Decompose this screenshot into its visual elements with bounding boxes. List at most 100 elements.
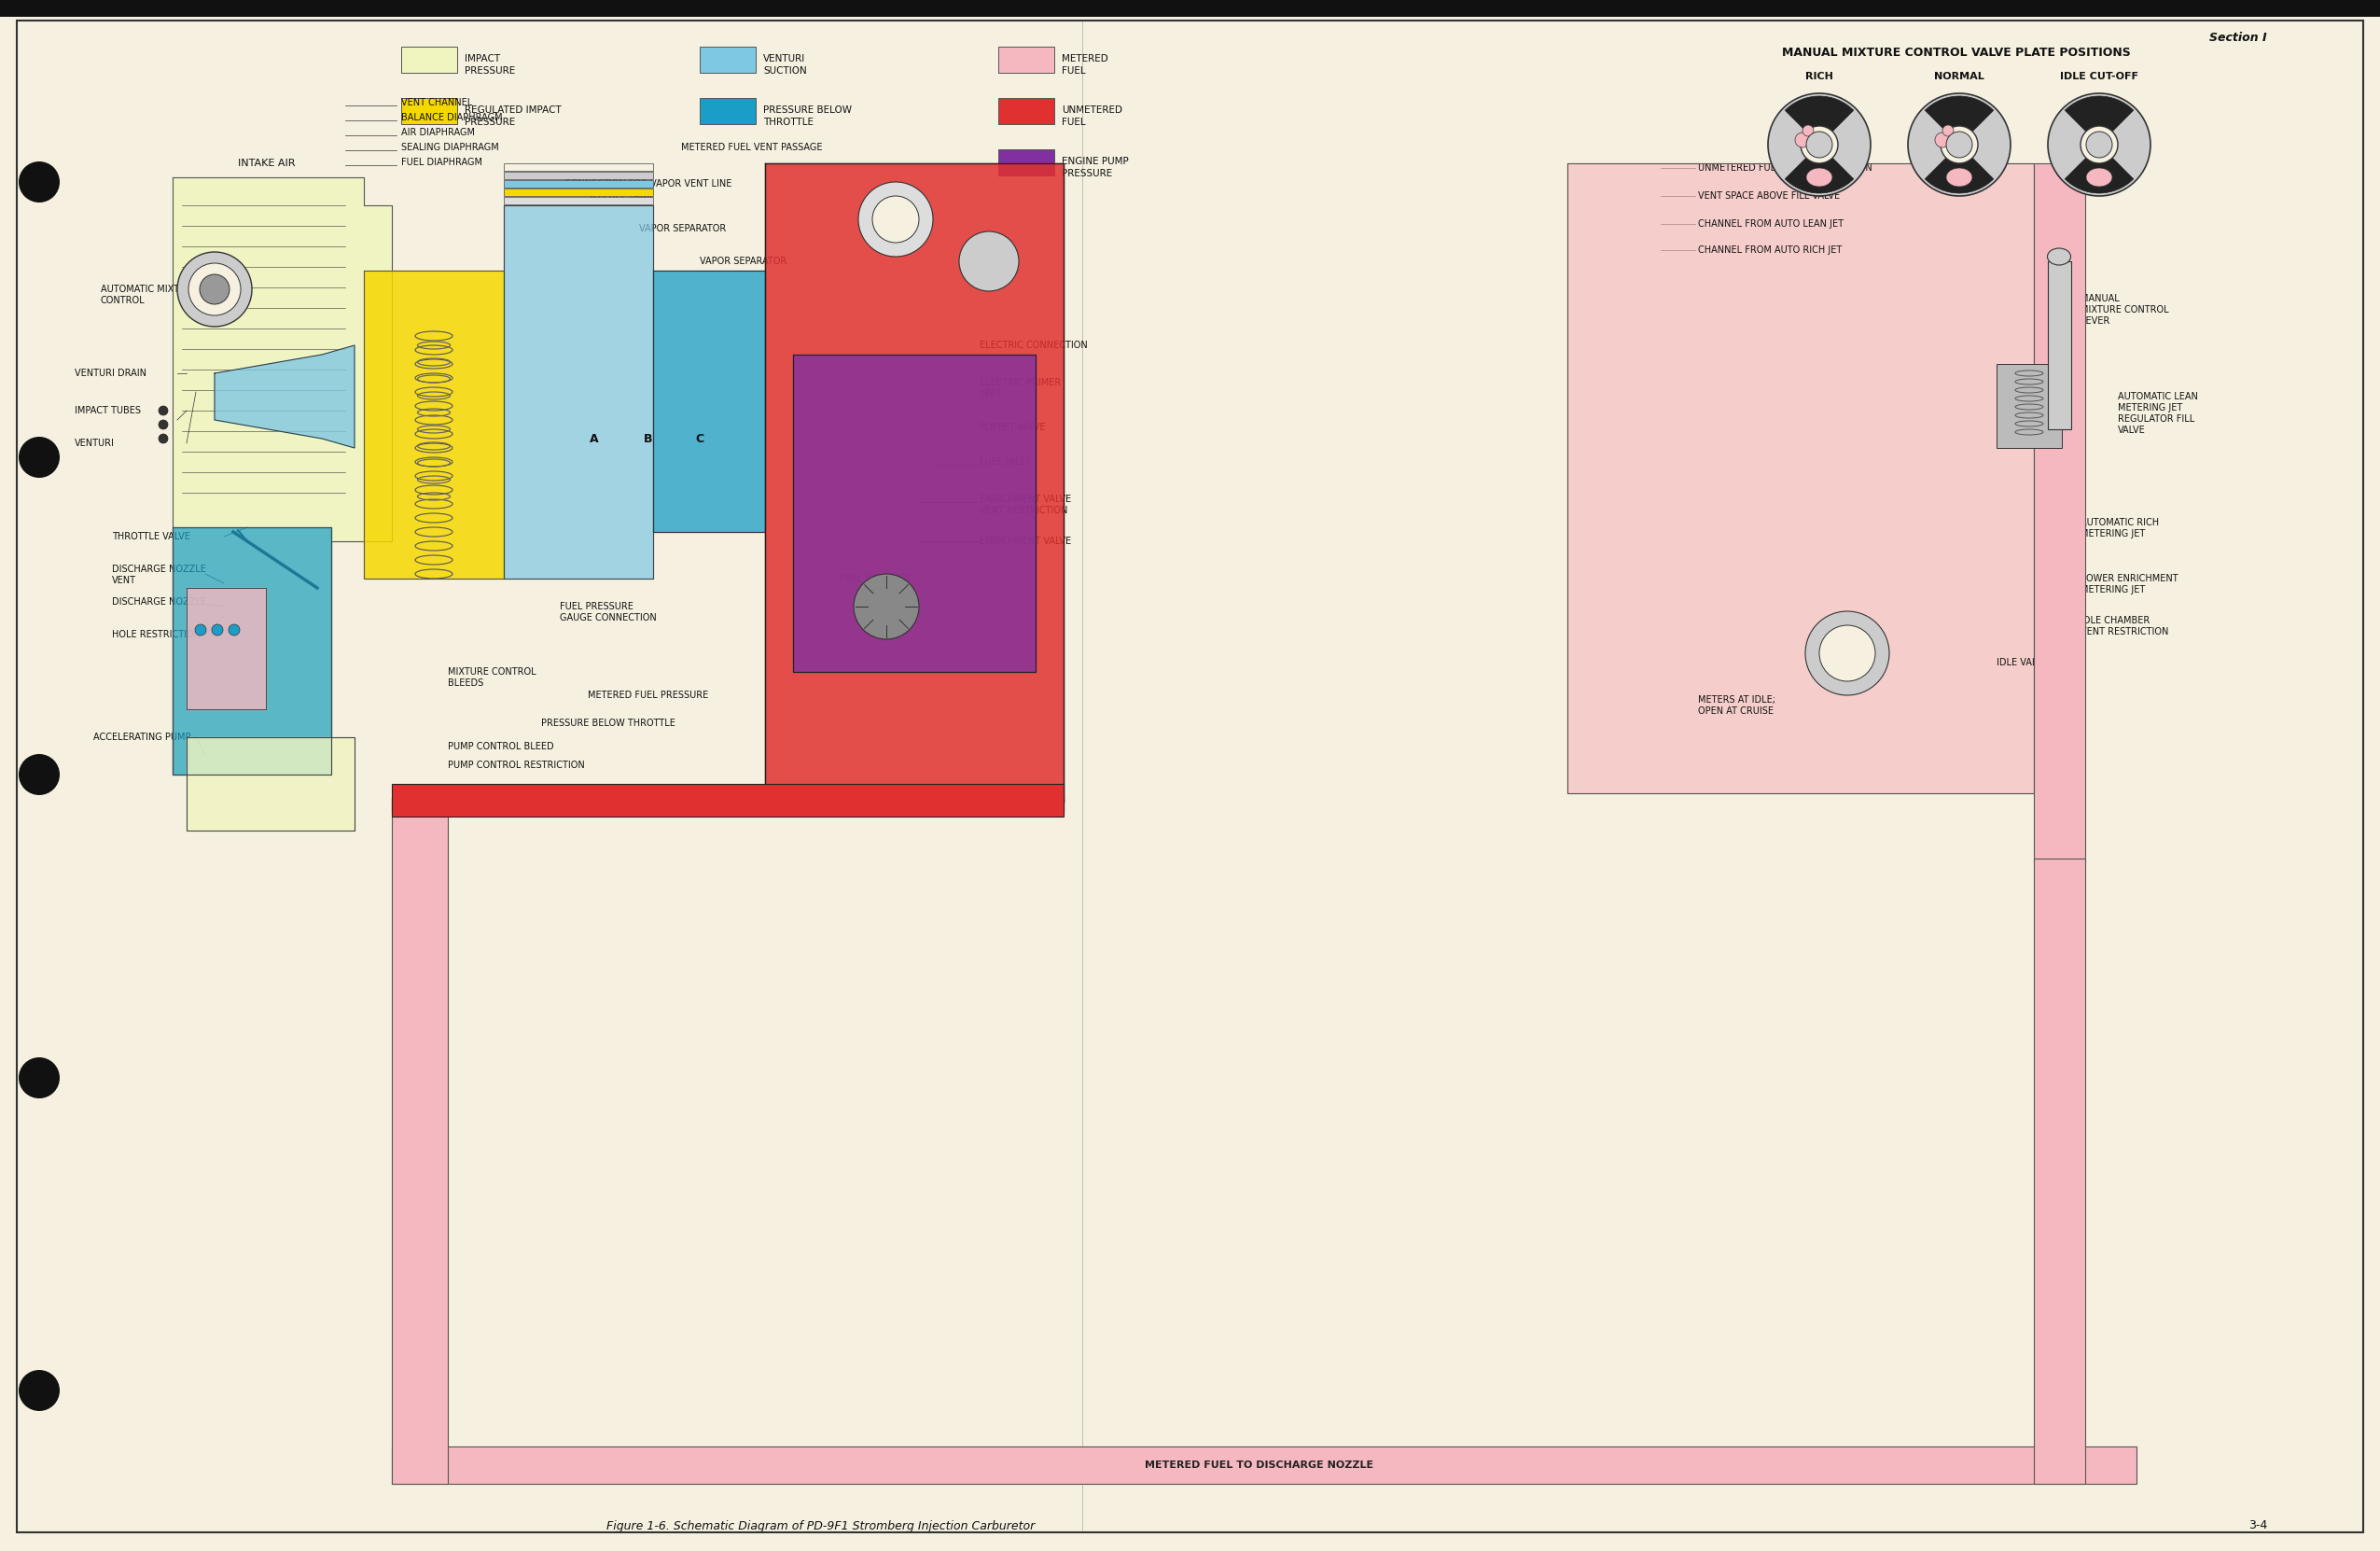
- Text: FUEL STRAINER: FUEL STRAINER: [840, 574, 912, 583]
- Circle shape: [1818, 625, 1875, 681]
- Circle shape: [2047, 93, 2152, 195]
- Text: ENGINE PUMP: ENGINE PUMP: [1061, 157, 1128, 166]
- Circle shape: [19, 437, 60, 478]
- Bar: [700, 47, 757, 73]
- Text: MANUAL: MANUAL: [2080, 295, 2121, 304]
- Polygon shape: [364, 270, 505, 579]
- Polygon shape: [174, 527, 331, 774]
- Bar: [402, 98, 457, 124]
- Circle shape: [1935, 132, 1949, 147]
- Text: PRESSURE: PRESSURE: [464, 118, 514, 127]
- Text: C: C: [695, 433, 704, 445]
- Text: PRESSURE: PRESSURE: [1061, 169, 1111, 178]
- Wedge shape: [1925, 96, 1994, 144]
- Polygon shape: [764, 163, 1064, 802]
- Text: PRESSURE BELOW: PRESSURE BELOW: [764, 105, 852, 115]
- Text: METERED: METERED: [1061, 54, 1109, 64]
- Text: IMPACT TUBES: IMPACT TUBES: [74, 406, 140, 416]
- Text: BLEEDS: BLEEDS: [447, 678, 483, 687]
- Text: METERING JET: METERING JET: [2080, 529, 2144, 538]
- Text: POPPET VALVE: POPPET VALVE: [981, 423, 1045, 433]
- Text: THROTTLE VALVE: THROTTLE VALVE: [112, 532, 190, 541]
- Text: SUCTION: SUCTION: [764, 67, 807, 76]
- Text: FUEL PRESSURE: FUEL PRESSURE: [559, 602, 633, 611]
- Text: PUMP CONTROL RESTRICTION: PUMP CONTROL RESTRICTION: [447, 760, 585, 769]
- Text: ENRICHMENT VALVE: ENRICHMENT VALVE: [981, 537, 1071, 546]
- Text: BALANCE DIAPHRAGM: BALANCE DIAPHRAGM: [402, 113, 502, 123]
- Circle shape: [1947, 132, 1973, 158]
- Text: THROTTLE: THROTTLE: [764, 118, 814, 127]
- Text: METERS AT IDLE;: METERS AT IDLE;: [1697, 695, 1775, 704]
- Text: RICH: RICH: [1806, 71, 1833, 81]
- Bar: [0, 0, 2380, 17]
- Text: AUTOMATIC MIXTURE: AUTOMATIC MIXTURE: [100, 285, 198, 295]
- Bar: [997, 98, 1054, 124]
- Wedge shape: [1785, 144, 1854, 194]
- Bar: [2047, 261, 2071, 430]
- Bar: [997, 47, 1054, 73]
- Circle shape: [1909, 93, 2011, 195]
- Circle shape: [19, 161, 60, 203]
- Text: CHANNEL FROM AUTO LEAN JET: CHANNEL FROM AUTO LEAN JET: [1697, 219, 1845, 228]
- Text: PRESSURE BELOW THROTTLE: PRESSURE BELOW THROTTLE: [540, 718, 676, 727]
- Circle shape: [228, 625, 240, 636]
- Text: ENRICHMENT VALVE: ENRICHMENT VALVE: [981, 495, 1071, 504]
- Text: UNMETERED FUEL TO JETS: UNMETERED FUEL TO JETS: [521, 796, 655, 805]
- Bar: [505, 163, 652, 171]
- Polygon shape: [505, 205, 652, 579]
- Text: VENTURI: VENTURI: [764, 54, 804, 64]
- Text: A: A: [590, 433, 600, 445]
- Text: ELECTRIC PRIMER: ELECTRIC PRIMER: [981, 378, 1061, 388]
- Text: IDLE CHAMBER: IDLE CHAMBER: [2080, 616, 2149, 625]
- Text: NORMAL: NORMAL: [1935, 71, 1985, 81]
- Text: CONTROL: CONTROL: [100, 296, 145, 306]
- Circle shape: [873, 195, 919, 242]
- Bar: [393, 1447, 2137, 1484]
- Text: UNMETERED FUEL VENT RESTRICTION: UNMETERED FUEL VENT RESTRICTION: [1697, 163, 1873, 172]
- Text: IDLE CUT-OFF: IDLE CUT-OFF: [2061, 71, 2137, 81]
- Bar: [402, 47, 457, 73]
- Text: METERED FUEL PRESSURE: METERED FUEL PRESSURE: [588, 690, 709, 700]
- Polygon shape: [186, 588, 267, 709]
- Circle shape: [159, 420, 169, 430]
- Text: OPEN AT CRUISE: OPEN AT CRUISE: [1697, 706, 1773, 715]
- Text: VAPOR SEPARATOR: VAPOR SEPARATOR: [640, 223, 726, 233]
- Bar: [505, 197, 652, 205]
- Text: POWER ENRICHMENT: POWER ENRICHMENT: [2080, 574, 2178, 583]
- Polygon shape: [214, 346, 355, 448]
- Text: B: B: [645, 433, 652, 445]
- Text: METERED FUEL TO DISCHARGE NOZZLE: METERED FUEL TO DISCHARGE NOZZLE: [1145, 1461, 1373, 1470]
- Text: FUEL DIAPHRAGM: FUEL DIAPHRAGM: [402, 158, 483, 168]
- Circle shape: [1768, 93, 1871, 195]
- Bar: [2035, 859, 2085, 1484]
- Text: UNIT: UNIT: [981, 389, 1002, 399]
- Text: VENTURI DRAIN: VENTURI DRAIN: [74, 369, 148, 378]
- Circle shape: [854, 574, 919, 639]
- Text: PUMP CONTROL BLEED: PUMP CONTROL BLEED: [447, 741, 555, 751]
- Circle shape: [1802, 126, 1814, 136]
- Circle shape: [1806, 132, 1833, 158]
- Bar: [700, 98, 757, 124]
- Text: CHANNEL FROM AUTO RICH JET: CHANNEL FROM AUTO RICH JET: [1697, 245, 1842, 254]
- Text: VENT: VENT: [112, 575, 136, 585]
- Text: METERED FUEL VENT PASSAGE: METERED FUEL VENT PASSAGE: [681, 143, 823, 152]
- Bar: [505, 180, 652, 188]
- Bar: [1997, 364, 2061, 448]
- Polygon shape: [174, 177, 393, 774]
- Circle shape: [200, 275, 228, 304]
- Text: VENT CHANNEL: VENT CHANNEL: [402, 98, 471, 107]
- Text: PRESSURE: PRESSURE: [464, 67, 514, 76]
- Circle shape: [188, 264, 240, 315]
- Text: TO FUEL TANK: TO FUEL TANK: [588, 191, 652, 200]
- Polygon shape: [393, 797, 1064, 811]
- Text: INTAKE AIR: INTAKE AIR: [238, 158, 295, 168]
- Text: DISCHARGE NOZZLE: DISCHARGE NOZZLE: [112, 565, 207, 574]
- Text: GAUGE CONNECTION: GAUGE CONNECTION: [559, 613, 657, 622]
- Text: FUEL INLET: FUEL INLET: [981, 458, 1031, 467]
- Circle shape: [1795, 132, 1809, 147]
- Circle shape: [1806, 611, 1890, 695]
- Text: METERING JET: METERING JET: [2118, 403, 2182, 413]
- Text: METERING JET: METERING JET: [2080, 585, 2144, 594]
- Circle shape: [195, 625, 207, 636]
- Text: FUEL: FUEL: [1061, 118, 1085, 127]
